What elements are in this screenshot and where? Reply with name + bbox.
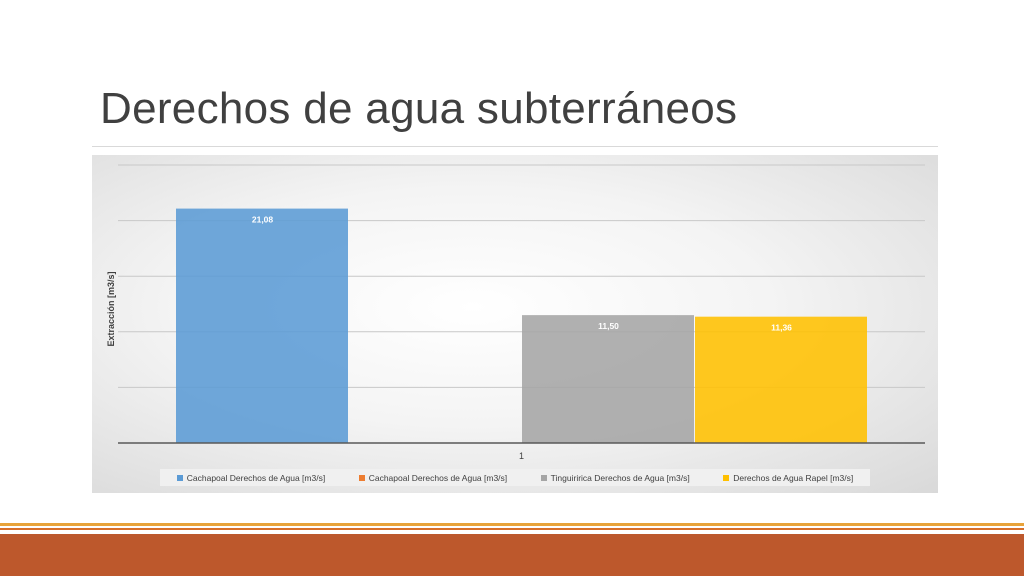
legend-item-1: Cachapoal Derechos de Agua [m3/s] bbox=[176, 472, 326, 483]
legend-swatch bbox=[176, 474, 183, 481]
data-label: 21,08 bbox=[252, 215, 274, 225]
bar-series-4 bbox=[695, 316, 867, 443]
legend-item-3: Tinguiririca Derechos de Agua [m3/s] bbox=[540, 472, 690, 483]
legend-label: Cachapoal Derechos de Agua [m3/s] bbox=[368, 472, 508, 483]
y-axis-label: Extracción [m3/s] bbox=[106, 271, 116, 346]
legend-label: Cachapoal Derechos de Agua [m3/s] bbox=[186, 472, 326, 483]
legend-swatch bbox=[540, 474, 547, 481]
slide-title: Derechos de agua subterráneos bbox=[100, 84, 738, 133]
data-label: 11,50 bbox=[598, 321, 619, 331]
chart-legend: Cachapoal Derechos de Agua [m3/s] Cachapo… bbox=[160, 469, 870, 486]
legend-item-4: Derechos de Agua Rapel [m3/s] bbox=[723, 473, 853, 483]
footer-accent-line-2 bbox=[0, 528, 1024, 530]
bars bbox=[176, 208, 867, 443]
x-tick-label: 1 bbox=[519, 451, 524, 461]
legend-swatch bbox=[358, 474, 365, 481]
data-label: 11,36 bbox=[771, 323, 792, 333]
bar-series-1 bbox=[176, 208, 348, 443]
chart-plot: 21,08 11,50 11,36 1 Extracción [m3/s] bbox=[106, 164, 925, 461]
footer-accent-line bbox=[0, 523, 1024, 526]
footer-bar bbox=[0, 534, 1024, 576]
data-labels: 21,08 11,50 11,36 bbox=[252, 215, 792, 333]
legend-swatch bbox=[723, 474, 730, 481]
legend-label: Derechos de Agua Rapel [m3/s] bbox=[733, 472, 854, 483]
legend-label: Tinguiririca Derechos de Agua [m3/s] bbox=[550, 472, 690, 483]
bar-series-3 bbox=[522, 315, 694, 443]
bar-chart: 21,08 11,50 11,36 1 Extracción [m3/s] Cach… bbox=[92, 155, 938, 493]
legend-item-2: Cachapoal Derechos de Agua [m3/s] bbox=[358, 472, 508, 483]
title-divider bbox=[92, 146, 938, 147]
